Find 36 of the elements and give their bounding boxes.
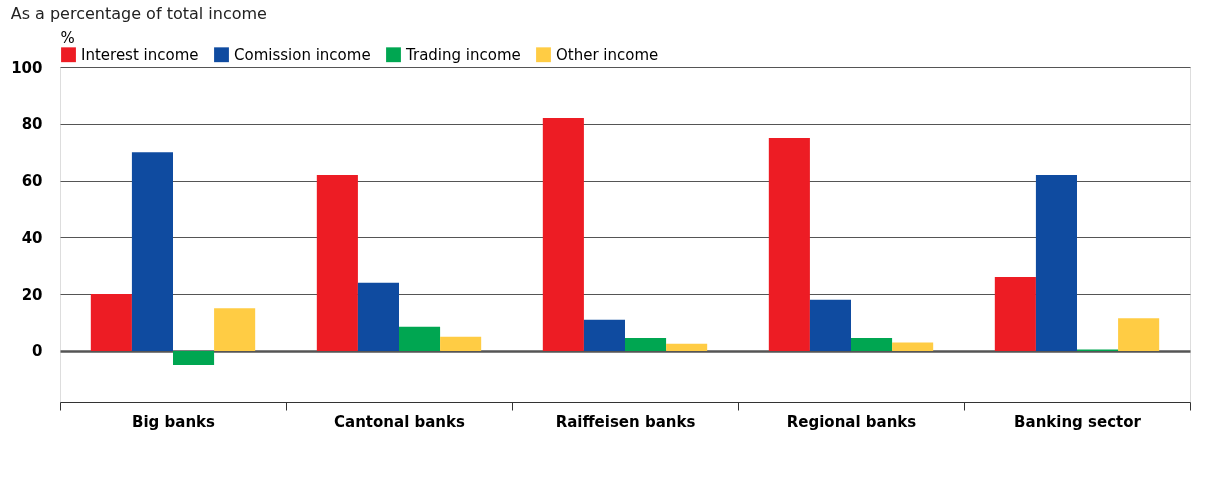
bar <box>1035 174 1077 351</box>
bar <box>542 118 584 351</box>
bar <box>768 137 810 351</box>
bar <box>214 308 256 351</box>
y-tick-label: 20 <box>21 285 43 304</box>
bar <box>316 174 358 351</box>
bar <box>399 326 441 351</box>
y-tick-label: 0 <box>32 342 43 361</box>
bar <box>131 152 173 351</box>
legend-label: Comission income <box>234 45 371 64</box>
legend-label: Trading income <box>405 45 521 64</box>
x-tick-label: Banking sector <box>1014 412 1142 431</box>
x-tick-label: Raiffeisen banks <box>555 412 696 431</box>
x-tick-label: Regional banks <box>786 412 917 431</box>
bar <box>90 294 132 351</box>
bar <box>440 336 482 351</box>
bar <box>892 342 934 351</box>
bar <box>357 282 399 351</box>
bar <box>666 343 708 351</box>
legend-label: Interest income <box>81 45 199 64</box>
x-tick-label: Big banks <box>132 412 216 431</box>
y-tick-label: 80 <box>21 115 43 134</box>
x-tick-label: Cantonal banks <box>334 412 466 431</box>
chart-subtitle: As a percentage of total income <box>10 4 267 23</box>
bar <box>809 299 851 351</box>
y-axis-title: % <box>60 28 75 47</box>
bar <box>851 338 893 351</box>
bar <box>583 319 625 351</box>
y-tick-label: 40 <box>21 228 43 247</box>
bar <box>625 338 667 351</box>
y-tick-label: 60 <box>21 172 43 191</box>
y-tick-label: 100 <box>11 58 43 77</box>
bar <box>1118 318 1160 351</box>
bar <box>173 350 215 366</box>
bar <box>994 277 1036 351</box>
legend-label: Other income <box>556 45 659 64</box>
